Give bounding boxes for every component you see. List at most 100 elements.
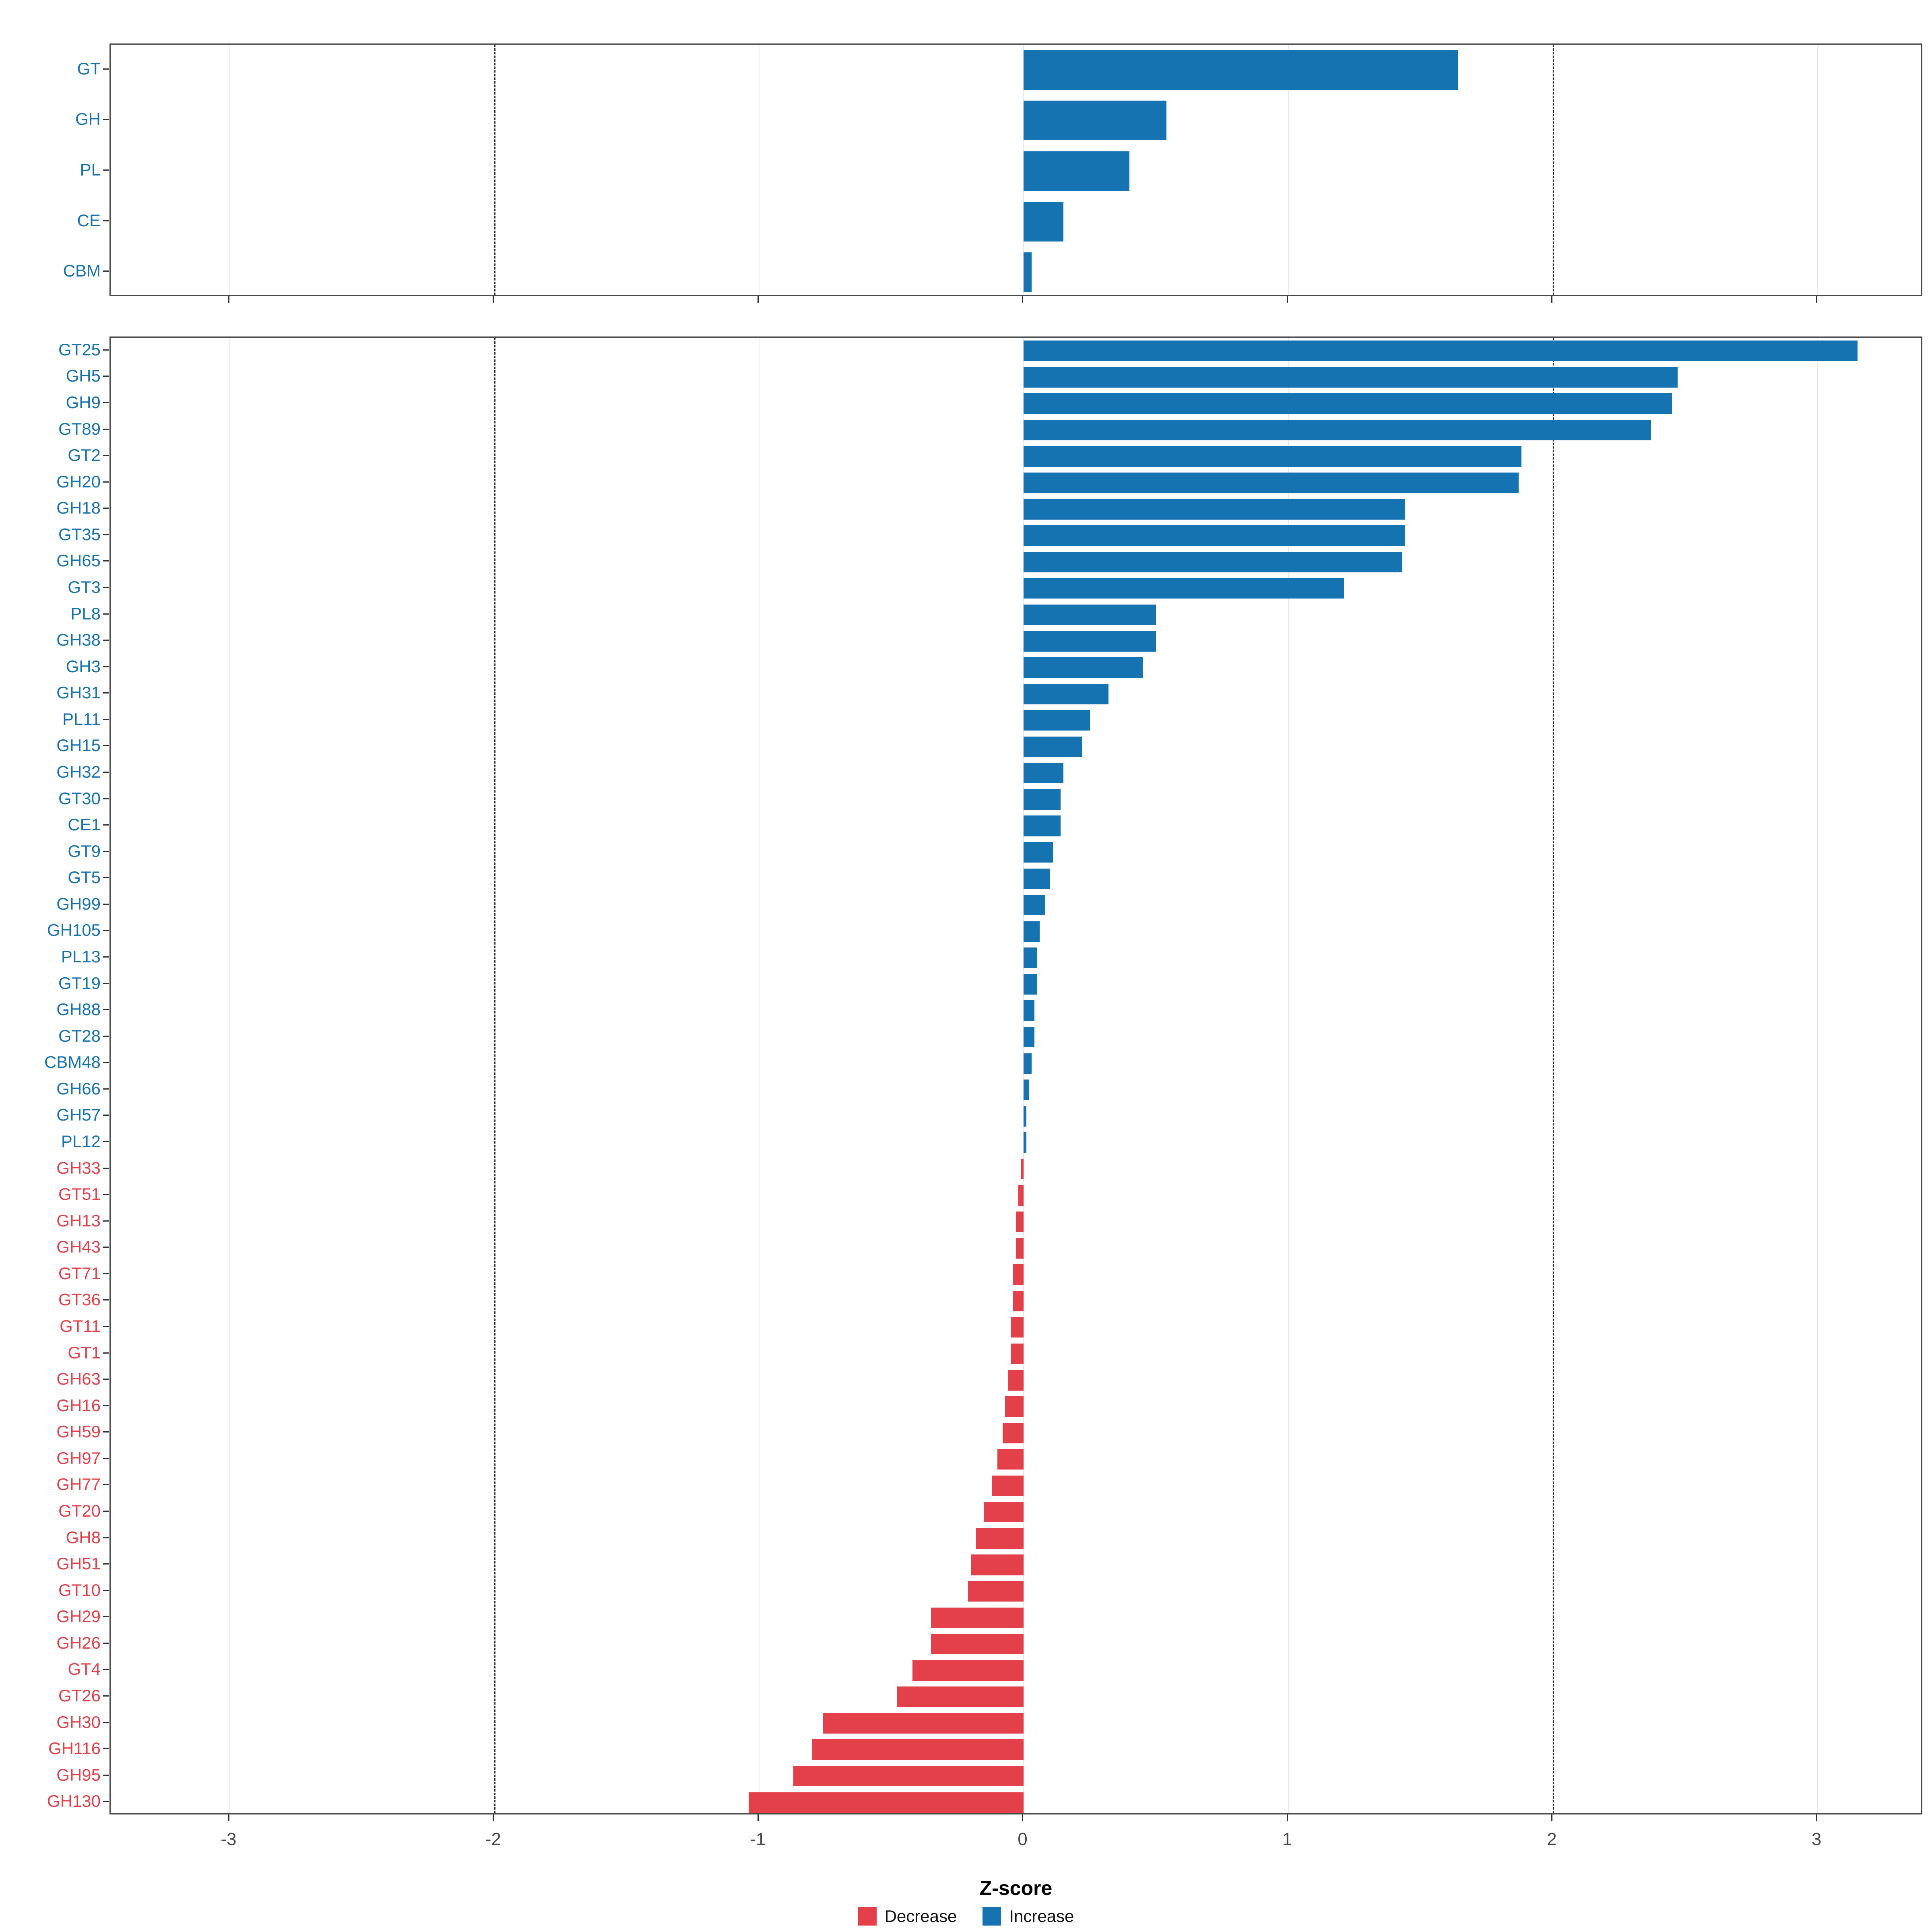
y-tick bbox=[103, 1642, 109, 1644]
legend-item-decrease: Decrease bbox=[858, 1907, 957, 1926]
x-tick bbox=[1022, 296, 1024, 303]
y-label-GT4: GT4 bbox=[68, 1660, 101, 1679]
y-label-GH13: GH13 bbox=[56, 1211, 101, 1230]
y-tick bbox=[103, 1325, 109, 1327]
x-tick bbox=[1551, 296, 1553, 303]
y-tick bbox=[103, 349, 109, 351]
y-label-CE: CE bbox=[77, 211, 101, 230]
y-label-GH57: GH57 bbox=[56, 1105, 101, 1125]
y-label-GH38: GH38 bbox=[56, 630, 101, 650]
bar-GT11 bbox=[1010, 1317, 1024, 1338]
y-label-PL13: PL13 bbox=[61, 947, 101, 966]
y-label-GH3: GH3 bbox=[66, 656, 101, 676]
bar-GH51 bbox=[970, 1554, 1024, 1575]
y-label-GT2: GT2 bbox=[68, 446, 101, 465]
bar-GH31 bbox=[1024, 683, 1108, 704]
y-tick bbox=[103, 1141, 109, 1142]
y-label-GT20: GT20 bbox=[58, 1501, 101, 1520]
bar-GH38 bbox=[1024, 631, 1156, 652]
x-tick-label--2: -2 bbox=[485, 1829, 501, 1849]
y-tick bbox=[103, 1431, 109, 1433]
y-label-PL11: PL11 bbox=[62, 709, 101, 729]
dashed-reference-line bbox=[494, 45, 496, 295]
y-label-GH95: GH95 bbox=[56, 1765, 101, 1784]
bar-GH63 bbox=[1007, 1370, 1024, 1391]
class-panel bbox=[109, 43, 1922, 296]
bar-CE1 bbox=[1024, 815, 1061, 836]
y-label-GT: GT bbox=[77, 59, 101, 78]
bar-GT2 bbox=[1024, 446, 1521, 467]
bar-GH5 bbox=[1024, 367, 1678, 388]
bar-GH43 bbox=[1016, 1238, 1024, 1259]
legend-label-decrease: Decrease bbox=[884, 1907, 957, 1926]
y-label-GH51: GH51 bbox=[56, 1554, 101, 1573]
y-label-PL12: PL12 bbox=[61, 1131, 101, 1151]
y-tick bbox=[103, 1484, 109, 1486]
y-label-GT30: GT30 bbox=[58, 788, 101, 808]
bar-GH65 bbox=[1024, 551, 1402, 572]
y-label-GH30: GH30 bbox=[56, 1712, 101, 1732]
y-label-CBM: CBM bbox=[63, 261, 101, 281]
x-tick-label-3: 3 bbox=[1811, 1829, 1822, 1849]
y-tick bbox=[103, 850, 109, 852]
bar-CBM48 bbox=[1024, 1053, 1032, 1074]
y-label-GH: GH bbox=[75, 109, 101, 129]
y-label-GH65: GH65 bbox=[56, 551, 101, 570]
bar-GH bbox=[1024, 101, 1167, 140]
y-tick bbox=[103, 692, 109, 694]
y-label-GT3: GT3 bbox=[68, 577, 101, 597]
bar-CE bbox=[1024, 202, 1064, 242]
bar-GT26 bbox=[896, 1686, 1024, 1707]
x-tick-label--1: -1 bbox=[750, 1829, 766, 1849]
y-label-GH9: GH9 bbox=[66, 392, 101, 412]
bar-GH33 bbox=[1021, 1158, 1024, 1180]
y-label-GH105: GH105 bbox=[47, 921, 101, 940]
x-tick bbox=[228, 1814, 229, 1821]
y-label-GH18: GH18 bbox=[56, 498, 101, 518]
y-tick bbox=[103, 534, 109, 535]
bar-GT51 bbox=[1018, 1185, 1024, 1206]
y-tick bbox=[103, 1748, 109, 1750]
y-tick bbox=[103, 1537, 109, 1538]
y-tick bbox=[103, 1510, 109, 1512]
y-label-GT28: GT28 bbox=[58, 1026, 101, 1045]
y-tick bbox=[103, 1220, 109, 1222]
y-tick bbox=[103, 930, 109, 931]
bar-GT10 bbox=[968, 1581, 1024, 1602]
y-tick bbox=[103, 1167, 109, 1169]
bar-GH13 bbox=[1016, 1212, 1024, 1232]
bar-GH105 bbox=[1024, 921, 1040, 942]
gridline bbox=[1288, 45, 1289, 295]
gridline bbox=[229, 45, 230, 295]
y-tick bbox=[103, 1457, 109, 1459]
y-label-GT19: GT19 bbox=[58, 973, 101, 993]
y-label-GH20: GH20 bbox=[56, 472, 101, 491]
y-tick bbox=[103, 586, 109, 588]
bar-CBM bbox=[1024, 252, 1032, 292]
y-tick bbox=[103, 1009, 109, 1011]
y-tick bbox=[103, 1035, 109, 1037]
y-tick bbox=[103, 956, 109, 958]
y-tick bbox=[103, 1247, 109, 1248]
bar-GT71 bbox=[1013, 1264, 1024, 1285]
y-tick bbox=[103, 560, 109, 562]
y-tick bbox=[103, 1801, 109, 1802]
legend-item-increase: Increase bbox=[983, 1907, 1074, 1926]
y-label-GH29: GH29 bbox=[56, 1607, 101, 1626]
bar-PL8 bbox=[1024, 604, 1156, 625]
gridline bbox=[1817, 45, 1818, 295]
y-tick bbox=[103, 824, 109, 826]
y-tick bbox=[103, 771, 109, 773]
y-label-GT71: GT71 bbox=[58, 1263, 101, 1283]
y-label-GT26: GT26 bbox=[58, 1686, 101, 1705]
bar-PL bbox=[1024, 151, 1130, 191]
family-panel bbox=[109, 336, 1922, 1814]
y-label-GT1: GT1 bbox=[68, 1343, 101, 1362]
legend-label-increase: Increase bbox=[1009, 1907, 1074, 1926]
y-tick bbox=[103, 1589, 109, 1591]
x-tick bbox=[1286, 296, 1288, 303]
legend-swatch-decrease bbox=[858, 1907, 877, 1926]
bar-GT36 bbox=[1013, 1290, 1024, 1311]
x-tick bbox=[1022, 1814, 1024, 1821]
y-label-GH43: GH43 bbox=[56, 1237, 101, 1257]
